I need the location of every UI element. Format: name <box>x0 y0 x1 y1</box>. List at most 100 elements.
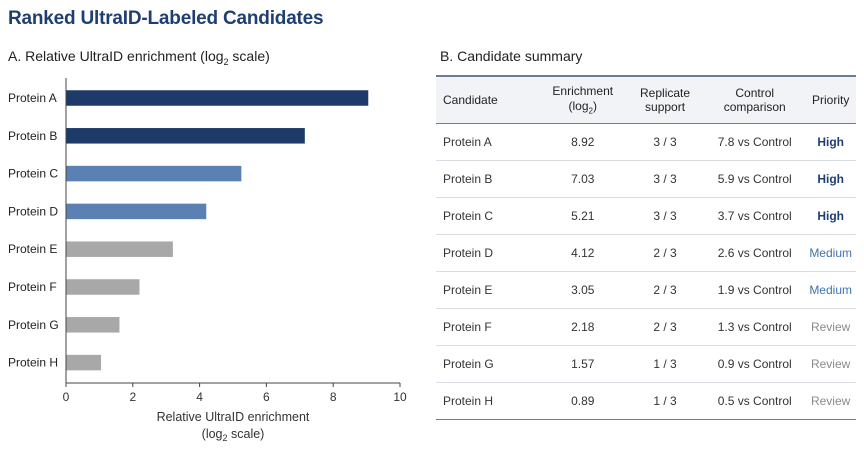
cell-replicate: 2 / 3 <box>625 308 705 346</box>
x-tick-label: 8 <box>330 390 337 404</box>
category-label: Protein E <box>8 242 57 256</box>
category-label: Protein F <box>8 280 57 294</box>
header-control: Control comparison <box>704 75 806 124</box>
cell-control: 0.9 vs Control <box>704 345 806 383</box>
bar-protein-c <box>66 165 242 182</box>
cell-enrichment: 0.89 <box>539 382 626 420</box>
header-replicate: Replicate support <box>625 75 705 124</box>
cell-candidate: Protein D <box>436 234 540 272</box>
cell-control: 1.9 vs Control <box>704 271 806 309</box>
cell-control: 2.6 vs Control <box>704 234 806 272</box>
panel-a-title-text: A. Relative UltraID enrichment (log <box>8 48 224 64</box>
cell-enrichment: 7.03 <box>539 160 626 198</box>
cell-candidate: Protein G <box>436 345 540 383</box>
cell-candidate: Protein E <box>436 271 540 309</box>
cell-control: 1.3 vs Control <box>704 308 806 346</box>
cell-control: 7.8 vs Control <box>704 123 806 161</box>
bar-protein-f <box>66 279 140 295</box>
category-label: Protein C <box>8 167 58 181</box>
cell-enrichment: 5.21 <box>539 197 626 235</box>
page-title: Ranked UltraID-Labeled Candidates <box>8 8 324 29</box>
cell-enrichment: 4.12 <box>539 234 626 272</box>
cell-priority: Medium <box>805 234 856 272</box>
header-enrichment-line2-sub: 2 <box>588 106 593 116</box>
x-axis-title-line1: Relative UltraID enrichment <box>157 410 310 424</box>
bar-protein-h <box>66 354 102 371</box>
header-enrichment-line2-pre: (log <box>568 98 589 113</box>
cell-candidate: Protein A <box>436 123 540 161</box>
bar-protein-e <box>66 241 173 257</box>
header-control-line2: comparison <box>723 100 786 114</box>
header-control-line1: Control <box>735 85 775 100</box>
cell-control: 5.9 vs Control <box>704 160 806 198</box>
bar-protein-a <box>66 90 369 106</box>
header-priority: Priority <box>805 75 856 124</box>
x-axis-title-line2: (log2 scale) <box>202 427 265 443</box>
header-candidate: Candidate <box>436 75 540 124</box>
candidate-summary-table: Candidate Enrichment (log2) Replicate supp… <box>436 75 856 420</box>
cell-priority: Review <box>805 382 856 420</box>
cell-priority: High <box>805 160 856 198</box>
bar-protein-d <box>66 203 207 220</box>
x-tick-label: 6 <box>263 390 270 404</box>
x-axis-title-line2-sub: 2 <box>223 433 228 443</box>
cell-candidate: Protein C <box>436 197 540 235</box>
x-ticks-layer: 0 2 4 6 8 10 <box>63 383 407 404</box>
cell-candidate: Protein F <box>436 308 540 346</box>
bar-protein-g <box>66 317 120 333</box>
category-label: Protein A <box>8 91 57 105</box>
table-row: Protein F 2.18 2 / 3 1.3 vs Control Review <box>436 308 856 346</box>
cell-priority: Review <box>805 308 856 346</box>
cell-replicate: 3 / 3 <box>625 197 705 235</box>
panel-a-title-end: scale) <box>228 48 270 64</box>
cell-priority: Review <box>805 345 856 383</box>
table-row: Protein E 3.05 2 / 3 1.9 vs Control Medium <box>436 271 856 309</box>
cell-enrichment: 8.92 <box>539 123 626 161</box>
cell-control: 0.5 vs Control <box>704 382 806 420</box>
cell-replicate: 3 / 3 <box>625 160 705 198</box>
panel-a-title: A. Relative UltraID enrichment (log2 sca… <box>8 48 270 67</box>
x-tick-label: 0 <box>63 390 70 404</box>
cell-replicate: 2 / 3 <box>625 234 705 272</box>
cell-candidate: Protein B <box>436 160 540 198</box>
category-labels-layer: Protein A Protein B Protein C Protein D Prot… <box>8 91 59 370</box>
header-enrichment: Enrichment (log2) <box>539 75 626 124</box>
header-replicate-line2: support <box>645 100 686 114</box>
bars-layer <box>66 90 369 371</box>
cell-replicate: 1 / 3 <box>625 345 705 383</box>
cell-replicate: 3 / 3 <box>625 123 705 161</box>
cell-priority: Medium <box>805 271 856 309</box>
x-tick-label: 4 <box>196 390 203 404</box>
cell-replicate: 1 / 3 <box>625 382 705 420</box>
header-enrichment-line2-post: ) <box>592 98 597 113</box>
category-label: Protein G <box>8 318 59 332</box>
table-row: Protein A 8.92 3 / 3 7.8 vs Control High <box>436 123 856 161</box>
table-body: Protein A 8.92 3 / 3 7.8 vs Control High Prot… <box>436 123 856 420</box>
cell-candidate: Protein H <box>436 382 540 420</box>
table-row: Protein G 1.57 1 / 3 0.9 vs Control Review <box>436 345 856 383</box>
x-tick-label: 2 <box>129 390 136 404</box>
x-tick-label: 10 <box>393 390 407 404</box>
panel-a-title-subscript: 2 <box>223 56 229 67</box>
panel-b-title: B. Candidate summary <box>440 48 583 64</box>
cell-priority: High <box>805 123 856 161</box>
table-header-row: Candidate Enrichment (log2) Replicate supp… <box>436 75 856 124</box>
cell-enrichment: 1.57 <box>539 345 626 383</box>
category-label: Protein H <box>8 356 58 370</box>
x-axis-title-line2-post: scale) <box>228 427 265 441</box>
table-row: Protein B 7.03 3 / 3 5.9 vs Control High <box>436 160 856 198</box>
cell-enrichment: 3.05 <box>539 271 626 309</box>
header-replicate-line1: Replicate <box>640 85 691 100</box>
cell-enrichment: 2.18 <box>539 308 626 346</box>
table-row: Protein D 4.12 2 / 3 2.6 vs Control Medium <box>436 234 856 272</box>
cell-priority: High <box>805 197 856 235</box>
category-label: Protein D <box>8 204 58 218</box>
bar-protein-b <box>66 128 305 144</box>
x-axis-title-line2-pre: (log <box>202 427 223 441</box>
table-row: Protein H 0.89 1 / 3 0.5 vs Control Review <box>436 382 856 420</box>
table-row: Protein C 5.21 3 / 3 3.7 vs Control High <box>436 197 856 235</box>
category-label: Protein B <box>8 129 57 143</box>
cell-control: 3.7 vs Control <box>704 197 806 235</box>
cell-replicate: 2 / 3 <box>625 271 705 309</box>
